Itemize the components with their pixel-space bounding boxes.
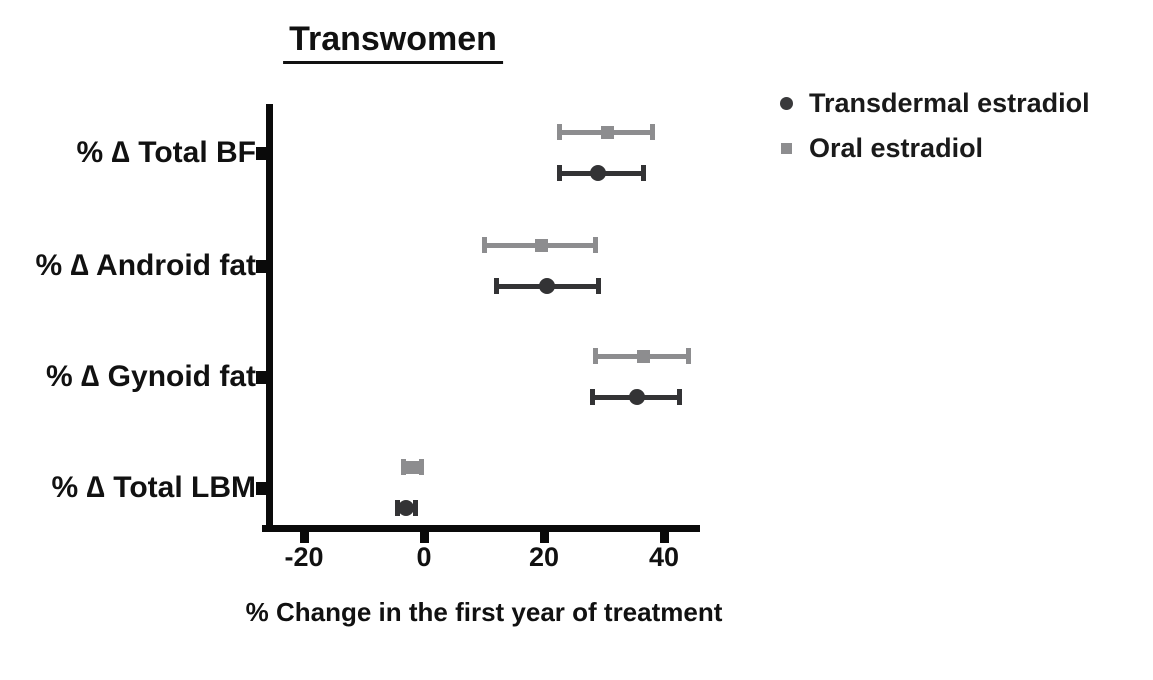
category-label: % ∆ Android fat bbox=[35, 249, 256, 282]
legend-square-icon bbox=[781, 142, 792, 154]
x-tick-label: 0 bbox=[416, 542, 432, 572]
x-tick-mark bbox=[419, 531, 429, 543]
error-bar-cap bbox=[649, 124, 655, 140]
category-label: % ∆ Total BF bbox=[76, 136, 256, 169]
x-tick-mark bbox=[659, 531, 669, 543]
legend-item: Transdermal estradiol bbox=[780, 88, 1090, 118]
error-bar-cap bbox=[556, 124, 562, 140]
error-bar-cap bbox=[493, 278, 499, 294]
marker-square-oral bbox=[600, 125, 614, 139]
error-bar-cap bbox=[592, 237, 598, 253]
error-bar-cap bbox=[412, 500, 418, 516]
category-label: % ∆ Gynoid fat bbox=[45, 360, 256, 393]
chart-title: Transwomen bbox=[283, 20, 503, 64]
error-bar-cap bbox=[556, 165, 562, 181]
x-tick-label: 40 bbox=[648, 542, 680, 572]
error-bar-cap bbox=[589, 389, 595, 405]
legend-item-label: Oral estradiol bbox=[809, 132, 984, 163]
marker-circle-transdermal bbox=[629, 389, 645, 405]
legend-item-label: Transdermal estradiol bbox=[809, 87, 1090, 118]
error-bar-cap bbox=[595, 278, 601, 294]
x-axis-title: % Change in the first year of treatment bbox=[245, 597, 723, 627]
marker-circle-transdermal bbox=[539, 278, 555, 294]
marker-circle-transdermal bbox=[590, 165, 606, 181]
x-axis-line bbox=[262, 525, 700, 532]
x-tick-mark bbox=[299, 531, 309, 543]
category-tick-mark bbox=[256, 260, 266, 273]
legend-circle-icon bbox=[780, 96, 793, 110]
y-axis-spine bbox=[266, 104, 273, 532]
legend: Transdermal estradiol Oral estradiol bbox=[780, 88, 1090, 178]
x-tick-label: -20 bbox=[284, 542, 324, 572]
marker-square-oral bbox=[636, 349, 650, 363]
error-bar-cap bbox=[676, 389, 682, 405]
error-bar-cap bbox=[481, 237, 487, 253]
x-tick-label: 20 bbox=[528, 542, 560, 572]
legend-item: Oral estradiol bbox=[780, 133, 1090, 163]
error-bar-cap bbox=[400, 459, 406, 475]
marker-square-oral bbox=[405, 460, 419, 474]
marker-circle-transdermal bbox=[398, 500, 414, 516]
error-bar-cap bbox=[640, 165, 646, 181]
category-tick-mark bbox=[256, 147, 266, 160]
category-tick-mark bbox=[256, 371, 266, 384]
category-tick-mark bbox=[256, 482, 266, 495]
marker-square-oral bbox=[534, 238, 548, 252]
error-bar-cap bbox=[685, 348, 691, 364]
x-tick-mark bbox=[539, 531, 549, 543]
error-bar-cap bbox=[418, 459, 424, 475]
category-label: % ∆ Total LBM bbox=[51, 471, 256, 504]
error-bar-cap bbox=[394, 500, 400, 516]
error-bar-cap bbox=[592, 348, 598, 364]
